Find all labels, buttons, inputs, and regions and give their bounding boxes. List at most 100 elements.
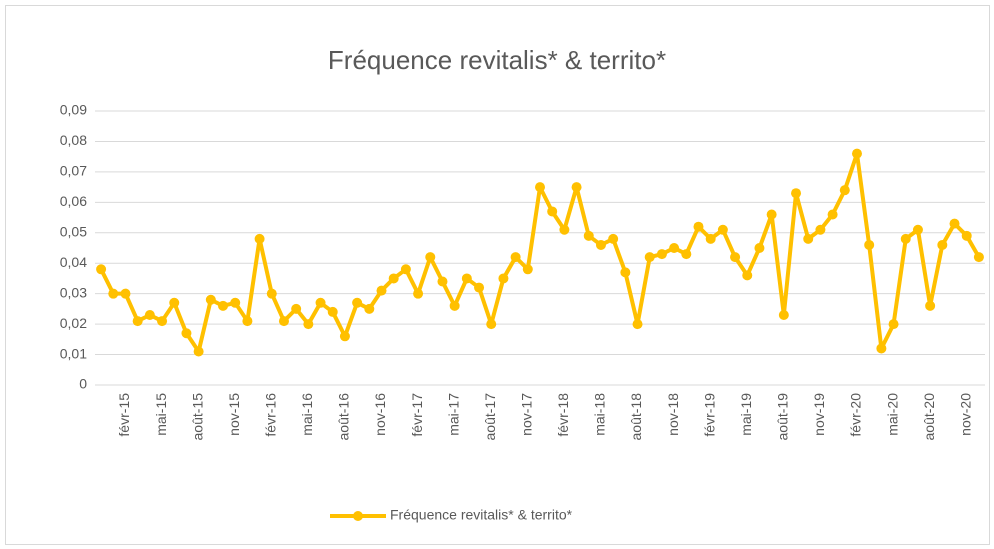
x-tick-label: nov-16 xyxy=(372,393,388,436)
point xyxy=(449,300,460,311)
point xyxy=(803,233,814,244)
x-tick-label: mai-18 xyxy=(592,393,608,436)
legend-swatch-marker xyxy=(353,511,363,521)
point xyxy=(620,267,631,278)
point xyxy=(254,233,265,244)
x-tick-label: mai-15 xyxy=(153,393,169,436)
point xyxy=(400,264,411,275)
point xyxy=(681,249,692,260)
point xyxy=(754,243,765,253)
point xyxy=(608,233,619,244)
x-tick-label: mai-20 xyxy=(884,393,900,436)
y-tick-label: 0,05 xyxy=(60,223,87,239)
x-tick-label: août-16 xyxy=(336,393,352,441)
x-tick-label: févr-18 xyxy=(555,393,571,437)
point xyxy=(717,224,728,235)
x-tick-label: mai-19 xyxy=(738,393,754,436)
point xyxy=(242,316,253,327)
point xyxy=(851,148,862,159)
point xyxy=(571,182,582,193)
point xyxy=(376,285,387,296)
x-tick-label: nov-15 xyxy=(226,393,242,436)
point xyxy=(413,288,424,299)
point xyxy=(742,270,753,281)
point xyxy=(461,273,472,284)
point xyxy=(973,252,984,263)
point xyxy=(120,288,131,299)
point xyxy=(291,303,302,314)
y-tick-label: 0,06 xyxy=(60,193,87,209)
y-tick-label: 0,02 xyxy=(60,315,87,331)
point xyxy=(693,221,704,232)
point xyxy=(230,297,241,308)
point xyxy=(595,239,606,250)
point xyxy=(522,264,533,275)
point xyxy=(547,206,558,217)
chart-border xyxy=(5,5,990,545)
point xyxy=(96,264,107,275)
point xyxy=(632,319,643,330)
y-tick-label: 0,04 xyxy=(60,254,87,270)
x-tick-label: févr-20 xyxy=(848,393,864,437)
point xyxy=(486,319,497,330)
x-tick-label: mai-17 xyxy=(445,393,461,436)
point xyxy=(815,224,826,235)
point xyxy=(705,233,716,244)
x-tick-label: août-18 xyxy=(628,393,644,441)
chart-title: Fréquence revitalis* & territo* xyxy=(328,45,666,75)
point xyxy=(157,316,168,327)
point xyxy=(364,303,375,314)
point xyxy=(888,319,899,330)
point xyxy=(205,294,216,305)
x-tick-label: août-17 xyxy=(482,393,498,441)
x-tick-label: mai-16 xyxy=(299,393,315,436)
point xyxy=(352,297,363,308)
point xyxy=(437,276,448,287)
point xyxy=(937,239,948,250)
point xyxy=(193,346,204,357)
point xyxy=(669,243,680,253)
point xyxy=(766,209,777,220)
point xyxy=(644,252,655,263)
x-tick-label: août-19 xyxy=(775,393,791,441)
y-tick-label: 0,09 xyxy=(60,102,87,118)
point xyxy=(169,297,180,308)
y-tick-label: 0 xyxy=(79,376,87,392)
y-tick-label: 0,07 xyxy=(60,163,87,179)
point xyxy=(839,185,850,196)
point xyxy=(132,316,143,327)
x-tick-label: nov-18 xyxy=(665,393,681,436)
x-tick-label: août-15 xyxy=(189,393,205,441)
point xyxy=(327,306,338,317)
x-tick-label: févr-17 xyxy=(409,393,425,437)
x-tick-label: févr-16 xyxy=(262,393,278,437)
point xyxy=(949,218,960,229)
legend-label: Fréquence revitalis* & territo* xyxy=(390,507,573,523)
point xyxy=(474,282,485,293)
point xyxy=(266,288,277,299)
x-tick-label: nov-19 xyxy=(811,393,827,436)
point xyxy=(303,319,314,330)
point xyxy=(778,309,789,320)
point xyxy=(278,316,289,327)
point xyxy=(315,297,326,308)
y-tick-label: 0,01 xyxy=(60,345,87,361)
x-tick-label: nov-20 xyxy=(957,393,973,436)
y-tick-label: 0,03 xyxy=(60,284,87,300)
point xyxy=(876,343,887,354)
point xyxy=(498,273,509,284)
point xyxy=(144,309,155,320)
point xyxy=(108,288,119,299)
point xyxy=(218,300,229,311)
point xyxy=(425,252,436,263)
point xyxy=(900,233,911,244)
point xyxy=(925,300,936,311)
point xyxy=(339,331,350,342)
point xyxy=(912,224,923,235)
point xyxy=(827,209,838,220)
point xyxy=(583,230,594,241)
point xyxy=(730,252,741,263)
x-tick-label: août-20 xyxy=(921,393,937,441)
